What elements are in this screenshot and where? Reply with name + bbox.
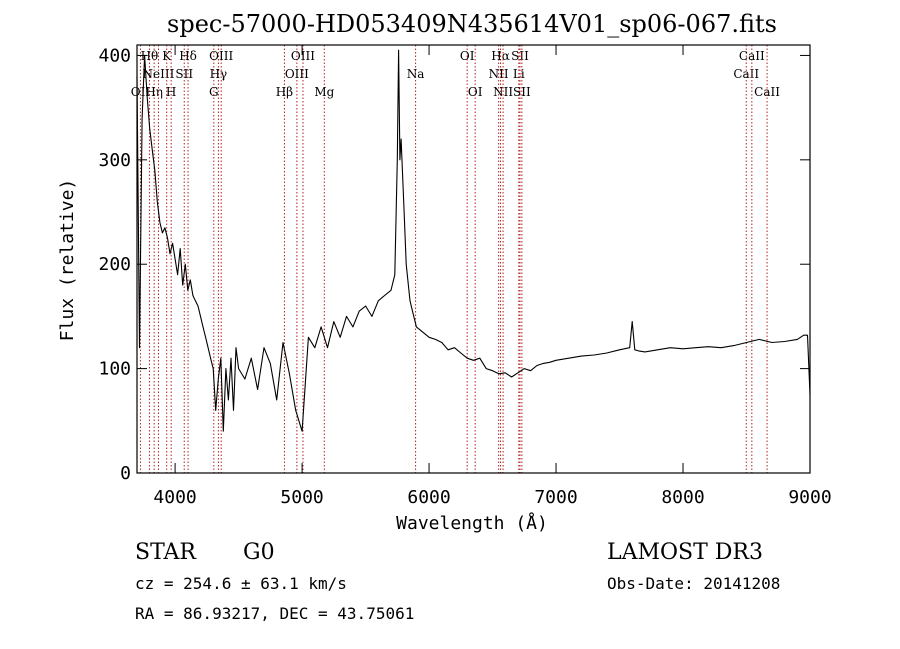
x-tick-label-6000: 6000	[407, 487, 450, 508]
spectral-line-label-24: CaII	[733, 67, 759, 81]
spectral-line-label-13: OIII	[291, 49, 315, 63]
spectral-line-label-1: Hθ	[141, 49, 159, 63]
chart-title: spec-57000-HD053409N435614V01_sp06-067.f…	[167, 10, 777, 38]
spectral-line-label-20: NII	[493, 85, 513, 99]
spectral-line-label-8: G	[209, 85, 219, 99]
spectral-line-label-7: Hδ	[179, 49, 197, 63]
y-tick-label-400: 400	[98, 45, 131, 66]
spectrum-line	[136, 49, 811, 432]
x-tick-label-4000: 4000	[153, 487, 196, 508]
x-tick-label-9000: 9000	[788, 487, 831, 508]
spectral-line-label-4: K	[162, 49, 172, 63]
object-subclass: G0	[243, 540, 275, 565]
obs-date-text: Obs-Date: 20141208	[607, 574, 781, 593]
spectral-line-label-25: CaII	[739, 49, 765, 63]
spectral-line-label-17: OI	[468, 85, 483, 99]
survey-name: LAMOST DR3	[607, 540, 763, 565]
spectral-line-label-15: Na	[407, 67, 425, 81]
y-tick-label-0: 0	[120, 463, 131, 484]
spectral-line-label-5: H	[166, 85, 176, 99]
spectral-line-label-21: Li	[513, 67, 525, 81]
x-axis: 4000 5000 6000 7000 8000 9000	[153, 45, 832, 508]
spectral-line-label-22: SII	[511, 49, 529, 63]
spectral-line-label-16: OI	[460, 49, 475, 63]
y-tick-label-200: 200	[98, 254, 131, 275]
spectral-line-label-10: OIII	[209, 49, 233, 63]
spectral-line-label-14: Mg	[314, 85, 334, 99]
y-tick-label-300: 300	[98, 150, 131, 171]
spectral-line-markers: OII Hθ Hη NeIII K H SII Hδ G Hγ OIII Hβ OIII OIII Mg Na…	[131, 45, 780, 473]
spectral-line-label-3: NeIII	[143, 67, 175, 81]
spectral-line-label-9: Hγ	[210, 67, 228, 81]
x-axis-label: Wavelength (Å)	[396, 512, 548, 534]
object-class: STAR	[135, 540, 196, 565]
spectral-line-label-11: Hβ	[276, 85, 293, 99]
x-tick-label-5000: 5000	[280, 487, 323, 508]
spectral-line-label-19: Hα	[491, 49, 510, 63]
plot-frame	[136, 44, 811, 474]
x-tick-label-8000: 8000	[661, 487, 704, 508]
spectral-line-label-23: SII	[513, 85, 531, 99]
y-axis-label: Flux (relative)	[57, 179, 78, 342]
spectrum-series	[136, 49, 811, 432]
y-axis: 0 100 200 300 400	[98, 45, 810, 484]
y-tick-label-100: 100	[98, 359, 131, 380]
x-tick-label-7000: 7000	[534, 487, 577, 508]
spectral-line-label-26: CaII	[754, 85, 780, 99]
spectral-line-label-0: OII	[131, 85, 151, 99]
spectral-line-label-12: OIII	[285, 67, 309, 81]
spectral-line-label-18: NII	[489, 67, 509, 81]
coordinates-text: RA = 86.93217, DEC = 43.75061	[135, 604, 415, 623]
spectral-line-label-6: SII	[175, 67, 193, 81]
redshift-text: cz = 254.6 ± 63.1 km/s	[135, 574, 347, 593]
spectral-line-label-2: Hη	[145, 85, 163, 99]
